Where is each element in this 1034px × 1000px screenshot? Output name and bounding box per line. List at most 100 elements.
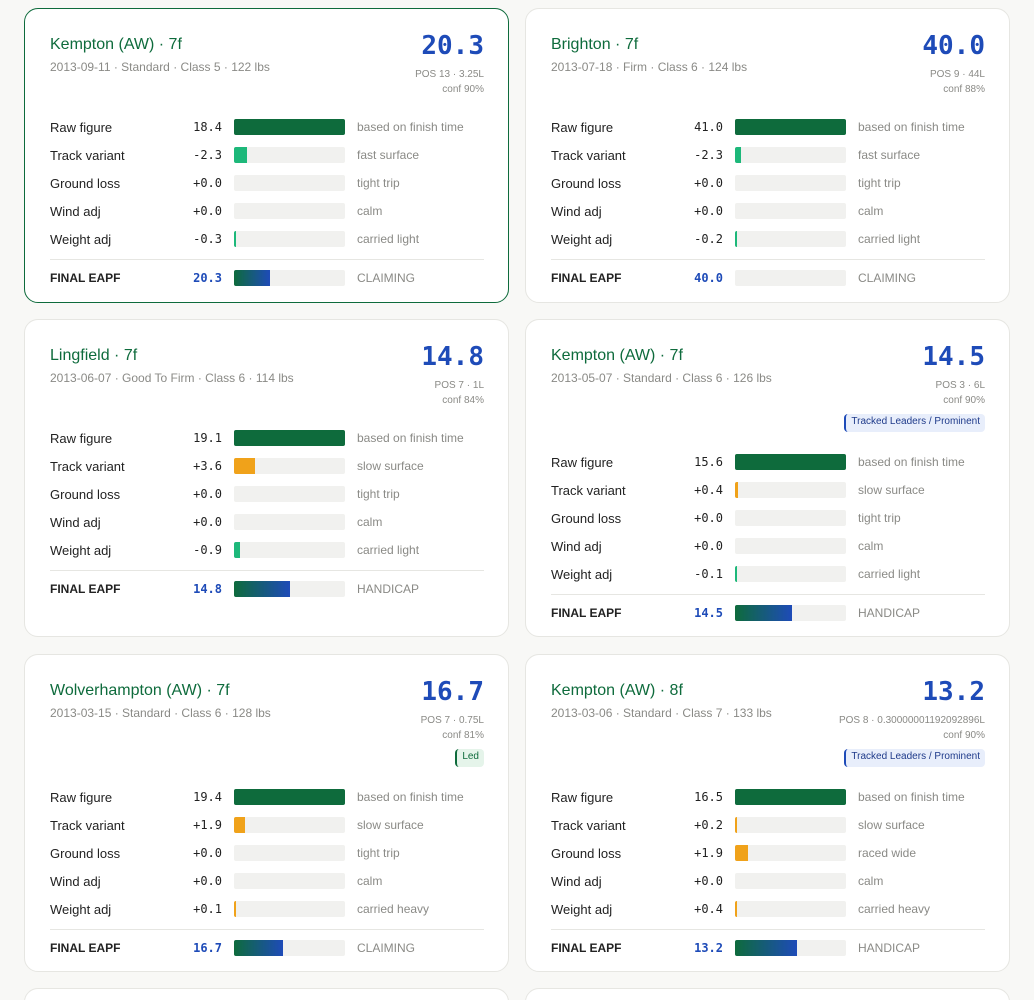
race-subtitle: 2013-03-06 · Standard · Class 7 · 133 lb… [551,706,772,720]
adjustment-bar [735,147,846,163]
adjustment-bar-fill [234,119,345,135]
adjustment-row: Raw figure 19.4 based on finish time [50,783,484,811]
adjustment-bar [735,538,846,554]
adjustment-bar-fill [735,789,846,805]
adjustment-label: Raw figure [551,120,614,135]
adjustment-note: based on finish time [357,120,464,134]
race-card-partial[interactable] [24,988,509,1000]
final-label: FINAL EAPF [50,271,121,285]
adjustment-row: Raw figure 15.6 based on finish time [551,448,985,476]
adjustment-label: Weight adj [551,902,613,917]
adjustment-row: Weight adj +0.1 carried heavy [50,895,484,923]
adjustment-row: Weight adj +0.4 carried heavy [551,895,985,923]
final-value: 20.3 [193,271,222,285]
finish-position: POS 8 · 0.30000001192092896L [838,715,985,726]
adjustment-row: Ground loss +0.0 tight trip [50,480,484,508]
adjustment-bar-fill [234,458,256,474]
race-card[interactable]: Brighton · 7f 2013-07-18 · Firm · Class 6… [525,8,1010,303]
final-bar-fill [234,581,290,597]
adjustment-label: Track variant [551,483,626,498]
eapf-score: 16.7 [421,677,484,707]
adjustment-bar [735,482,846,498]
adjustment-bar-fill [234,430,345,446]
race-title: Kempton (AW) · 7f [551,347,683,364]
adjustment-bar-fill [735,845,749,861]
adjustment-note: slow surface [858,818,925,832]
adjustment-bar [735,817,846,833]
race-title: Brighton · 7f [551,36,639,53]
confidence: conf 81% [442,730,484,741]
adjustment-bar [735,510,846,526]
adjustment-note: based on finish time [858,120,965,134]
adjustment-bar [735,873,846,889]
race-card-partial[interactable] [525,988,1010,1000]
adjustment-row: Track variant +0.4 slow surface [551,476,985,504]
adjustment-rows: Raw figure 41.0 based on finish time Track … [551,113,985,292]
final-label: FINAL EAPF [551,941,622,955]
adjustment-row: Wind adj +0.0 calm [551,867,985,895]
adjustment-label: Track variant [50,148,125,163]
adjustment-bar [234,817,345,833]
race-card[interactable]: Wolverhampton (AW) · 7f 2013-03-15 · Stan… [24,654,509,972]
adjustment-bar-fill [234,542,240,558]
divider [50,259,484,260]
adjustment-row: Wind adj +0.0 calm [551,197,985,225]
adjustment-bar [234,119,345,135]
divider [551,929,985,930]
adjustment-bar [234,430,345,446]
adjustment-note: slow surface [858,483,925,497]
adjustment-value: -0.2 [694,232,723,246]
adjustment-label: Ground loss [50,176,121,191]
race-type: HANDICAP [357,582,420,596]
adjustment-label: Ground loss [551,846,622,861]
final-eapf-row: FINAL EAPF 40.0 CLAIMING [551,264,985,292]
final-label: FINAL EAPF [50,582,121,596]
adjustment-label: Track variant [50,459,125,474]
adjustment-rows: Raw figure 18.4 based on finish time Track … [50,113,484,292]
adjustment-note: carried heavy [858,902,931,916]
adjustment-label: Raw figure [50,431,113,446]
finish-position: POS 9 · 44L [929,69,985,80]
race-type: HANDICAP [858,606,921,620]
adjustment-note: carried heavy [357,902,430,916]
final-bar [234,940,345,956]
adjustment-label: Raw figure [551,455,614,470]
adjustment-label: Weight adj [551,232,613,247]
final-label: FINAL EAPF [551,606,622,620]
adjustment-row: Ground loss +0.0 tight trip [551,169,985,197]
final-value: 14.8 [193,582,222,596]
adjustment-bar-fill [735,454,846,470]
final-value: 13.2 [694,941,723,955]
adjustment-value: +0.0 [193,874,222,888]
final-eapf-row: FINAL EAPF 14.5 HANDICAP [551,599,985,627]
race-subtitle: 2013-05-07 · Standard · Class 6 · 126 lb… [551,371,772,385]
divider [50,570,484,571]
adjustment-row: Raw figure 18.4 based on finish time [50,113,484,141]
adjustment-bar-fill [735,566,737,582]
adjustment-note: fast surface [858,148,921,162]
race-card[interactable]: Kempton (AW) · 7f 2013-09-11 · Standard ·… [24,8,509,303]
adjustment-bar-fill [234,817,246,833]
adjustment-label: Wind adj [551,204,602,219]
race-card[interactable]: Kempton (AW) · 7f 2013-05-07 · Standard ·… [525,319,1010,637]
adjustment-label: Raw figure [50,790,113,805]
final-bar [735,270,846,286]
adjustment-note: based on finish time [858,455,965,469]
adjustment-bar [735,901,846,917]
race-card[interactable]: Kempton (AW) · 8f 2013-03-06 · Standard ·… [525,654,1010,972]
adjustment-note: tight trip [357,487,400,501]
adjustment-row: Weight adj -0.3 carried light [50,225,484,253]
adjustment-value: +0.0 [694,204,723,218]
adjustment-value: 18.4 [193,120,222,134]
confidence: conf 90% [442,84,484,95]
confidence: conf 90% [943,730,985,741]
adjustment-row: Weight adj -0.1 carried light [551,560,985,588]
adjustment-rows: Raw figure 15.6 based on finish time Track … [551,448,985,627]
adjustment-row: Track variant -2.3 fast surface [50,141,484,169]
confidence: conf 90% [943,395,985,406]
adjustment-label: Wind adj [50,515,101,530]
race-card[interactable]: Lingfield · 7f 2013-06-07 · Good To Firm … [24,319,509,637]
adjustment-bar [234,486,345,502]
adjustment-note: calm [858,874,884,888]
adjustment-value: +0.0 [694,511,723,525]
